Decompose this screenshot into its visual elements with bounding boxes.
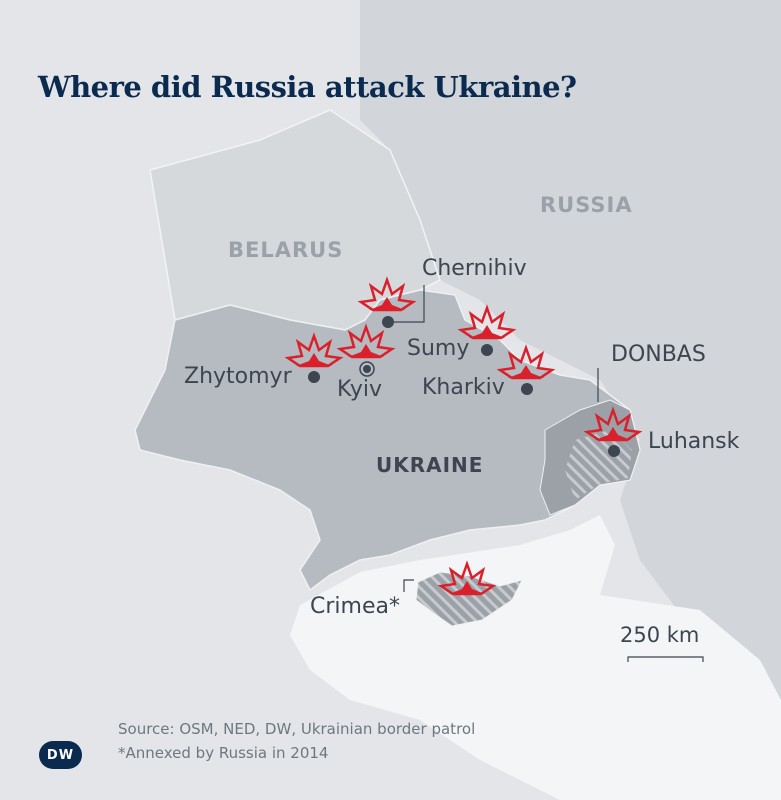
zhytomyr-dot bbox=[308, 371, 320, 383]
sumy-dot bbox=[481, 344, 493, 356]
chernihiv-dot bbox=[382, 316, 394, 328]
kharkiv-dot bbox=[521, 383, 533, 395]
label-chernihiv: Chernihiv bbox=[422, 256, 527, 281]
label-kharkiv: Kharkiv bbox=[422, 375, 505, 400]
label-zhytomyr: Zhytomyr bbox=[184, 364, 292, 389]
scale-bar bbox=[627, 656, 704, 662]
kyiv-capital-icon bbox=[359, 361, 375, 377]
crimea-leader bbox=[403, 579, 414, 592]
page-title: Where did Russia attack Ukraine? bbox=[38, 70, 577, 104]
dw-logo: DW bbox=[39, 741, 82, 769]
logo-text: DW bbox=[46, 747, 75, 763]
black-sea bbox=[290, 515, 781, 800]
label-crimea: Crimea* bbox=[310, 594, 400, 619]
scale-label: 250 km bbox=[620, 623, 700, 647]
footnote: *Annexed by Russia in 2014 bbox=[118, 744, 329, 762]
label-kyiv: Kyiv bbox=[337, 377, 382, 402]
label-russia: RUSSIA bbox=[540, 193, 633, 217]
label-luhansk: Luhansk bbox=[648, 429, 740, 454]
luhansk-dot bbox=[608, 445, 620, 457]
source-note: Source: OSM, NED, DW, Ukrainian border p… bbox=[118, 720, 476, 738]
russia-region bbox=[360, 0, 781, 700]
kyiv-dot bbox=[363, 365, 371, 373]
label-ukraine: UKRAINE bbox=[376, 453, 484, 477]
label-belarus: BELARUS bbox=[228, 238, 344, 262]
label-sumy: Sumy bbox=[407, 336, 470, 361]
chernihiv-leader bbox=[388, 285, 425, 323]
label-donbas: DONBAS bbox=[611, 342, 706, 367]
